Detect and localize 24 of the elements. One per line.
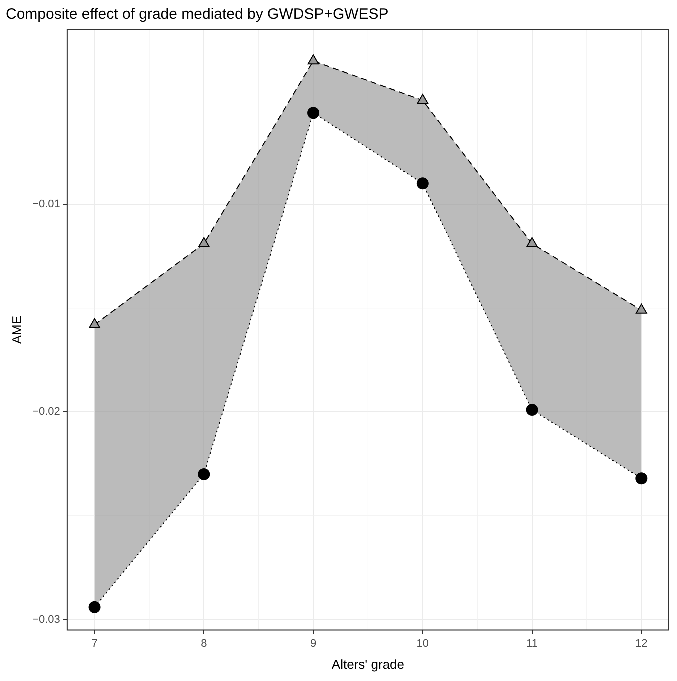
y-axis-title: AME xyxy=(9,316,24,344)
point xyxy=(526,237,538,248)
x-tick-label: 12 xyxy=(636,638,648,650)
point xyxy=(526,404,538,416)
chart-title: Composite effect of grade mediated by GWDSP+GWESP xyxy=(6,6,389,24)
x-tick-label: 7 xyxy=(92,638,98,650)
x-axis-title: Alters' grade xyxy=(332,656,405,672)
x-tick-label: 8 xyxy=(201,638,208,650)
x-tick-label: 11 xyxy=(526,638,538,650)
x-tick-label: 9 xyxy=(310,638,317,650)
point xyxy=(88,601,101,614)
point xyxy=(636,304,648,314)
point xyxy=(308,54,320,65)
point xyxy=(198,237,210,248)
point xyxy=(308,107,320,120)
point xyxy=(636,472,648,485)
point xyxy=(198,468,210,480)
y-tick-label: −0.02 xyxy=(32,406,60,418)
y-tick-label: −0.03 xyxy=(32,614,60,626)
point xyxy=(89,318,100,328)
y-tick-label: −0.01 xyxy=(32,198,60,210)
point xyxy=(417,94,429,104)
x-tick-label: 10 xyxy=(416,638,430,650)
point xyxy=(416,178,429,190)
